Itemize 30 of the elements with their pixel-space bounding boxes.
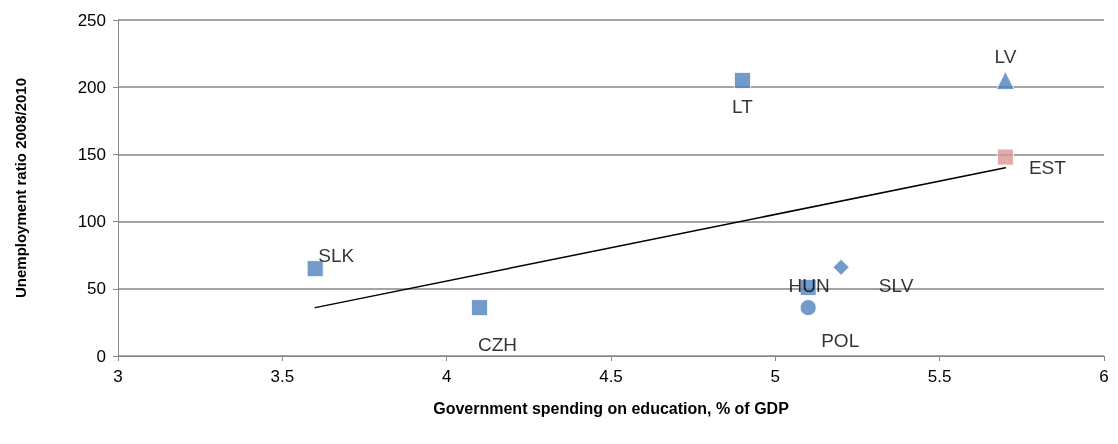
point xyxy=(996,148,1014,166)
y-axis-title: Unemployment ratio 2008/2010 xyxy=(12,77,29,299)
point xyxy=(832,258,850,276)
y-tick-label: 200 xyxy=(77,77,106,97)
x-tick-label: 3.5 xyxy=(270,367,295,386)
series-label: SLV xyxy=(878,274,914,296)
x-axis-title: Government spending on education, % of GDP xyxy=(433,399,790,417)
series-label: SLK xyxy=(318,245,355,267)
point xyxy=(471,299,489,317)
y-tick-label: 50 xyxy=(87,279,106,299)
x-tick-label: 4 xyxy=(441,367,452,386)
x-tick-label: 4.5 xyxy=(599,367,623,386)
point xyxy=(799,299,817,317)
point xyxy=(306,260,324,278)
series-label: EST xyxy=(1028,156,1067,178)
y-tick-label: 150 xyxy=(77,144,106,164)
series-label: HUN xyxy=(788,274,830,296)
point xyxy=(995,70,1015,90)
series-label: LT xyxy=(732,95,754,117)
series-label: LV xyxy=(994,45,1017,67)
y-tick-label: 0 xyxy=(96,346,106,366)
x-tick-label: 3 xyxy=(113,367,123,386)
series-label: POL xyxy=(821,330,860,352)
x-tick-label: 6 xyxy=(1099,367,1109,386)
y-tick-label: 250 xyxy=(77,10,106,30)
y-tick-label: 100 xyxy=(77,212,106,232)
series-label: CZH xyxy=(478,334,518,356)
x-tick-label: 5 xyxy=(770,367,781,386)
x-tick-label: 5.5 xyxy=(927,367,952,386)
point xyxy=(733,71,751,89)
